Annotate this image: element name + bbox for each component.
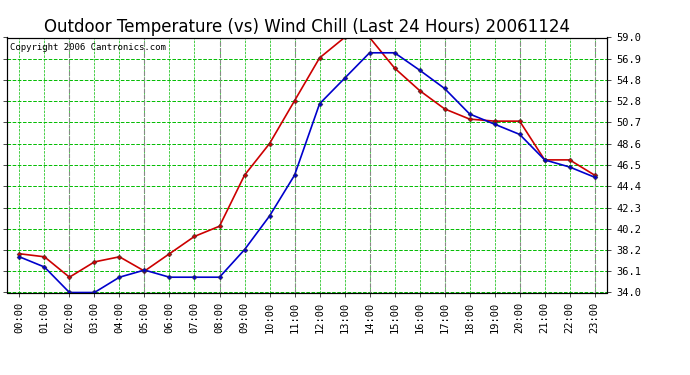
Text: Copyright 2006 Cantronics.com: Copyright 2006 Cantronics.com (10, 43, 166, 52)
Title: Outdoor Temperature (vs) Wind Chill (Last 24 Hours) 20061124: Outdoor Temperature (vs) Wind Chill (Las… (44, 18, 570, 36)
